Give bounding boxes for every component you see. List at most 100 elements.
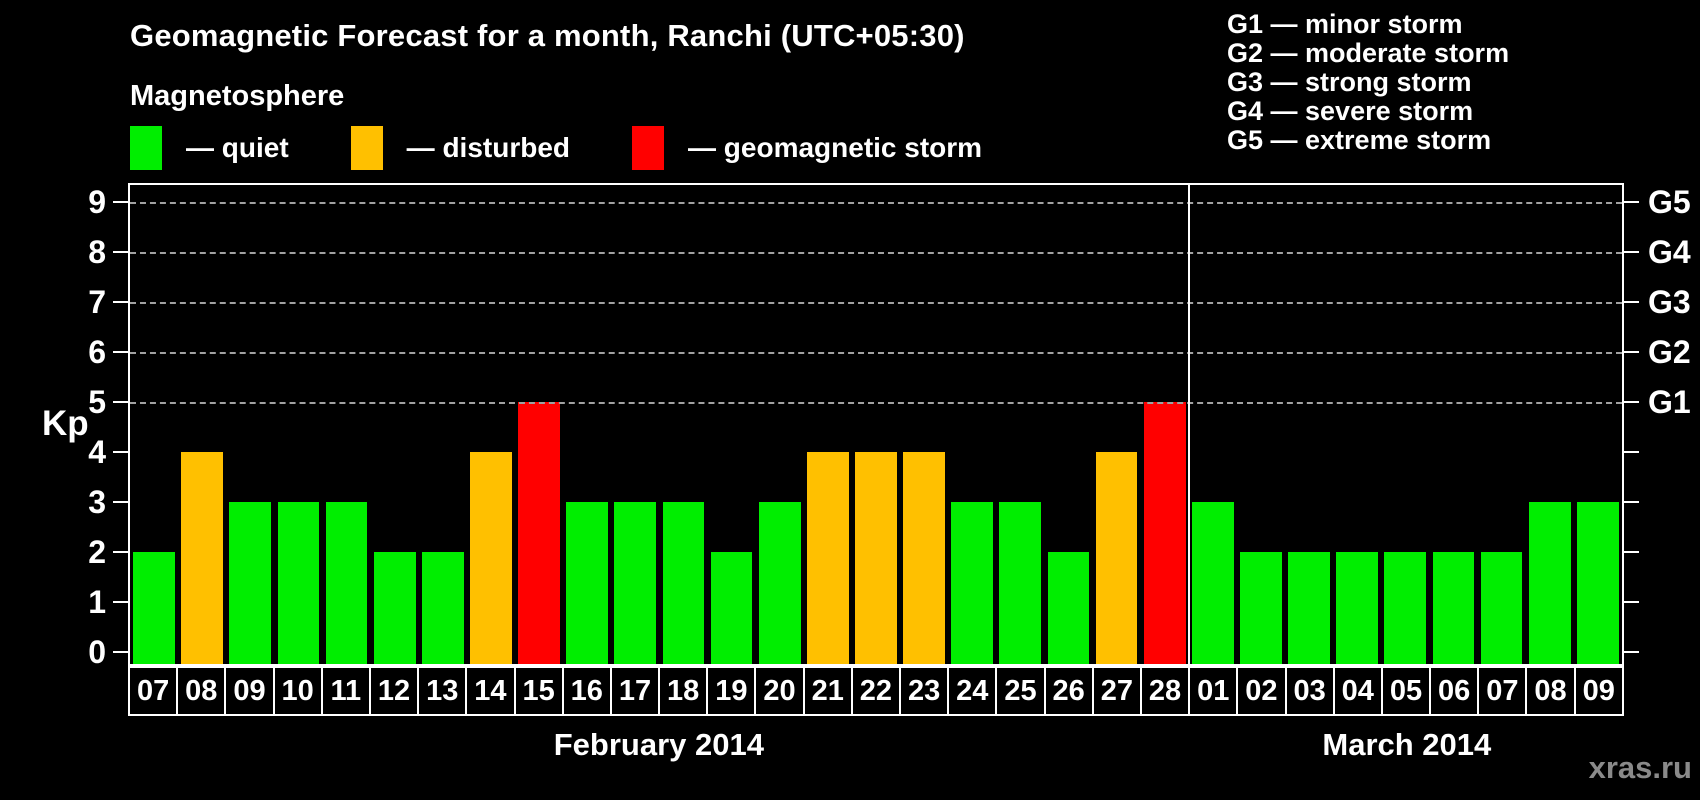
day-column xyxy=(1237,185,1285,664)
kp-tick xyxy=(113,401,128,403)
g-axis-tick xyxy=(1624,201,1639,203)
date-cell: 05 xyxy=(1380,666,1432,716)
date-cell: 12 xyxy=(368,666,420,716)
date-cell: 17 xyxy=(609,666,661,716)
storm-scale-line: G3 — strong storm xyxy=(1227,67,1472,97)
day-column xyxy=(1044,185,1092,664)
g-level-label: G1 xyxy=(1648,384,1691,420)
g-axis-tick xyxy=(1624,251,1639,253)
storm-scale-line: G2 — moderate storm xyxy=(1227,38,1510,68)
storm-scale-line: G5 — extreme storm xyxy=(1227,125,1492,155)
gridline-kp-6 xyxy=(130,352,1622,354)
g-axis-tick xyxy=(1624,601,1639,603)
day-column xyxy=(226,185,274,664)
day-column xyxy=(1381,185,1429,664)
date-cell: 25 xyxy=(995,666,1046,716)
kp-tick xyxy=(113,551,128,553)
date-cell: 01 xyxy=(1188,666,1239,716)
kp-bar-disturbed xyxy=(470,452,512,664)
date-cell: 13 xyxy=(417,666,468,716)
gridline-kp-5 xyxy=(130,402,1622,404)
day-column xyxy=(659,185,707,664)
kp-bar-disturbed xyxy=(806,452,849,664)
day-column xyxy=(1189,185,1237,664)
g-level-label: G3 xyxy=(1648,284,1691,320)
kp-bar-quiet xyxy=(758,502,801,664)
kp-tick-label: 3 xyxy=(88,484,106,520)
kp-tick xyxy=(113,651,128,653)
kp-bar-quiet xyxy=(1384,552,1427,664)
kp-bar-storm xyxy=(518,402,560,664)
gridline-kp-8 xyxy=(130,252,1622,254)
kp-tick xyxy=(113,451,128,453)
kp-tick-label: 8 xyxy=(88,234,106,270)
day-column xyxy=(1429,185,1477,664)
kp-bar-quiet xyxy=(1432,552,1475,664)
page-title: Geomagnetic Forecast for a month, Ranchi… xyxy=(130,18,965,53)
date-cell: 09 xyxy=(1573,666,1624,716)
day-column xyxy=(1478,185,1526,664)
kp-bar-quiet xyxy=(566,502,609,664)
date-cell: 24 xyxy=(947,666,998,716)
day-column xyxy=(323,185,371,664)
kp-tick xyxy=(113,501,128,503)
kp-tick xyxy=(113,251,128,253)
day-column xyxy=(515,185,563,664)
month-label: February 2014 xyxy=(553,727,764,762)
storm-scale-line: G1 — minor storm xyxy=(1227,9,1463,39)
date-cell: 06 xyxy=(1429,666,1480,716)
kp-tick-label: 9 xyxy=(88,184,106,220)
kp-bar-quiet xyxy=(614,502,657,664)
g-level-label: G4 xyxy=(1648,234,1691,270)
magnetosphere-label: Magnetosphere xyxy=(130,80,345,112)
date-axis-row: 07 08 09 10 11 12 13 14 15 16 17 18 19 20 21 22 23 24 25 26… xyxy=(128,666,1624,716)
g-level-axis: G1 G2 G3 G4 G5 xyxy=(1624,183,1700,666)
kp-bar-quiet xyxy=(277,502,320,664)
date-cell: 20 xyxy=(754,666,805,716)
g-axis-tick xyxy=(1624,351,1639,353)
kp-bar-quiet xyxy=(373,552,416,664)
date-cell: 19 xyxy=(706,666,757,716)
kp-tick xyxy=(113,601,128,603)
date-cell: 07 xyxy=(1477,666,1528,716)
kp-bar-quiet xyxy=(1336,552,1379,664)
date-cell: 18 xyxy=(658,666,709,716)
kp-bar-disturbed xyxy=(855,452,897,664)
day-column xyxy=(900,185,948,664)
date-cell: 15 xyxy=(513,666,564,716)
kp-bar-quiet xyxy=(229,502,272,664)
legend-item-label: — quiet xyxy=(186,132,289,163)
kp-tick xyxy=(113,301,128,303)
legend-item-label: — disturbed xyxy=(406,132,571,163)
date-cell: 26 xyxy=(1043,666,1094,716)
kp-tick-label: 2 xyxy=(88,534,106,570)
day-column xyxy=(419,185,467,664)
date-cell: 02 xyxy=(1236,666,1287,716)
day-column xyxy=(274,185,322,664)
kp-bar-quiet xyxy=(325,502,368,664)
date-cell: 03 xyxy=(1284,666,1335,716)
gridline-kp-9 xyxy=(130,202,1622,204)
kp-tick-label: 0 xyxy=(88,634,106,670)
date-cell: 27 xyxy=(1091,666,1142,716)
g-axis-tick xyxy=(1624,451,1639,453)
day-column xyxy=(948,185,996,664)
day-column xyxy=(1093,185,1141,664)
kp-bar-quiet xyxy=(710,552,753,664)
kp-bar-quiet xyxy=(1528,502,1571,664)
kp-bar-disturbed xyxy=(1095,452,1138,664)
date-cell: 08 xyxy=(176,666,227,716)
g-axis-tick xyxy=(1624,401,1639,403)
day-column xyxy=(1574,185,1622,664)
date-cell: 09 xyxy=(224,666,275,716)
date-cell: 10 xyxy=(272,666,323,716)
watermark: xras.ru xyxy=(1588,750,1692,785)
kp-bar-quiet xyxy=(421,552,464,664)
day-column xyxy=(996,185,1044,664)
kp-axis: 0 1 2 3 4 5 6 7 8 9 xyxy=(0,183,128,670)
day-column xyxy=(1526,185,1574,664)
date-cell: 11 xyxy=(320,666,371,716)
day-column xyxy=(178,185,226,664)
month-label: March 2014 xyxy=(1322,727,1492,762)
